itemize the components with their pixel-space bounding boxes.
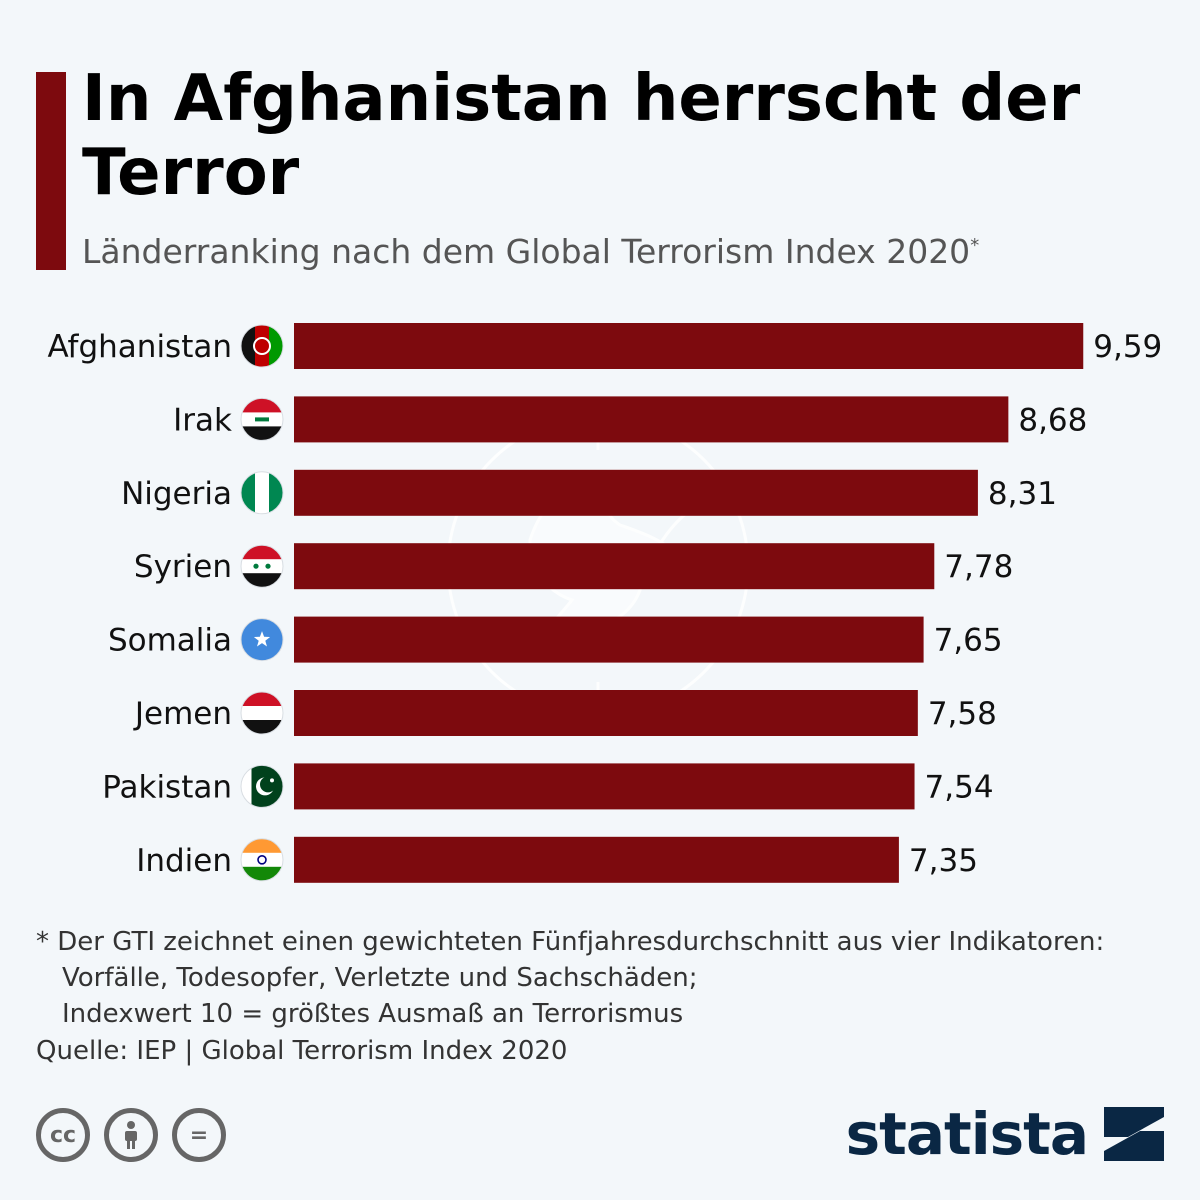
category-label: Syrien [134,549,232,585]
value-label: 8,31 [988,476,1057,512]
footnote-line-1: * Der GTI zeichnet einen gewichteten Fün… [36,927,1105,957]
value-label: 7,65 [934,623,1003,659]
footnote-line-2: Vorfälle, Todesopfer, Verletzte und Sach… [62,963,698,993]
category-label: Pakistan [102,769,232,805]
syria-flag-icon [240,544,284,588]
source-note: Quelle: IEP | Global Terrorism Index 202… [36,1036,568,1066]
value-label: 7,54 [925,769,994,805]
pakistan-flag-icon [240,764,284,808]
bar [294,690,918,736]
page-title: In Afghanistan herrscht der Terror [82,62,1081,210]
value-label: 7,58 [928,696,997,732]
category-label: Irak [173,402,232,438]
attribution-icon[interactable] [104,1108,158,1162]
value-label: 7,35 [909,843,978,879]
bar-row: Irak 8,68 [173,396,1087,443]
license-icons: cc = [36,1108,226,1162]
bar [294,836,899,883]
bar-row: Afghanistan 9,59 [47,323,1162,369]
brand-wordmark: statista [845,1100,1089,1168]
afghanistan-flag-icon [240,324,284,368]
bar [294,543,935,590]
bar [294,469,978,516]
no-derivatives-icon[interactable]: = [172,1108,226,1162]
subtitle-footnote-marker: * [970,235,980,256]
bar-row: Pakistan 7,54 [102,763,994,810]
bar-row: Syrien 7,78 [134,543,1013,590]
bar [294,323,1084,369]
bar-chart: Afghanistan 9,59 Irak 8,68 Nigeria 8,31 Syrien… [47,323,1162,883]
bar-row: Somalia 7,65 [108,616,1003,663]
category-label: Indien [136,843,232,879]
category-label: Afghanistan [47,329,232,365]
category-label: Somalia [108,623,232,659]
iraq-flag-icon [240,397,284,441]
page-subtitle: Länderranking nach dem Global Terrorism … [82,232,1182,271]
title-accent-bar [36,72,66,270]
bar-row: Indien 7,35 [136,836,978,883]
value-label: 9,59 [1093,329,1162,365]
bar [294,616,924,663]
somalia-flag-icon [240,618,284,662]
subtitle-text: Länderranking nach dem Global Terrorism … [82,232,971,271]
statista-logo-icon [1104,1107,1164,1161]
bars-layer: Afghanistan 9,59 Irak 8,68 Nigeria 8,31 Syrien… [47,323,1162,883]
statista-logo[interactable]: statista [846,1100,1164,1168]
yemen-flag-icon [240,691,284,735]
category-label: Jemen [133,696,232,732]
bar-row: Jemen 7,58 [133,690,997,736]
india-flag-icon [240,838,284,882]
bar [294,763,915,810]
category-label: Nigeria [121,476,232,512]
bar-row: Nigeria 8,31 [121,469,1057,516]
cc-icon[interactable]: cc [36,1108,90,1162]
footnote: * Der GTI zeichnet einen gewichteten Fün… [36,924,1186,1032]
bar [294,396,1009,443]
footnote-line-3: Indexwert 10 = größtes Ausmaß an Terrori… [62,999,684,1029]
nigeria-flag-icon [240,471,284,515]
value-label: 8,68 [1018,402,1087,438]
value-label: 7,78 [944,549,1013,585]
